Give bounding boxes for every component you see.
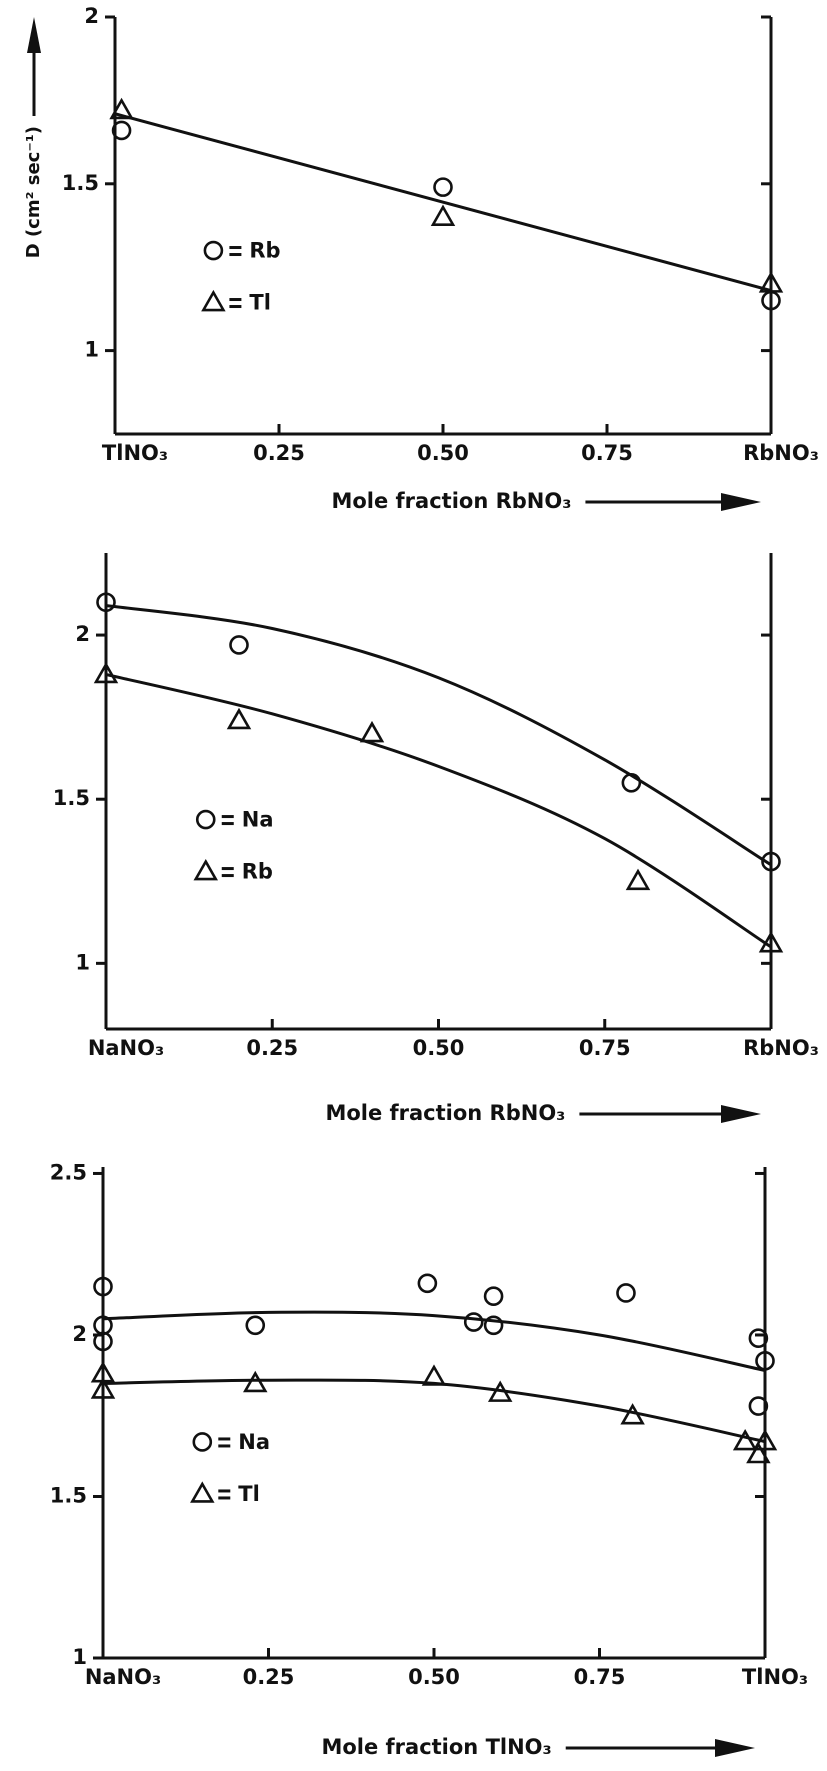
data-point [243,1370,268,1393]
legend-marker [192,1432,213,1452]
x-axis-label: Mole fraction RbNO₃ [331,489,571,513]
x-tick-label: NaNO₃ [88,1036,164,1060]
data-point [748,1396,769,1416]
y-tick-label: 1 [84,338,99,362]
fit-line [114,112,772,293]
data-point [761,851,781,872]
data-point [463,1312,484,1332]
data-point [90,1377,116,1399]
legend-label: Rb [242,860,273,884]
x-tick-label: 0.75 [574,1665,626,1689]
x-tick-label: RbNO₃ [743,441,819,465]
y-tick-label: 2 [84,4,99,28]
data-point [616,1283,636,1303]
legend-label: Tl [238,1482,260,1506]
x-tick-label: TlNO₃ [742,1665,808,1689]
data-point [483,1286,504,1307]
y-tick-label: 1 [72,1645,87,1669]
x-label-arrowhead [721,1105,761,1123]
data-point [732,1428,758,1451]
x-axis-label: Mole fraction RbNO₃ [325,1101,565,1125]
legend-marker [193,858,218,881]
y-axis-label: D (cm² sec⁻¹) [23,126,44,258]
data-point [111,120,132,141]
data-point [748,1328,769,1349]
data-point [746,1441,771,1464]
y-tick-label: 2 [75,622,90,646]
legend-marker [190,1481,215,1503]
data-point [93,1331,113,1352]
data-point [433,177,453,197]
fit-line [105,604,772,867]
data-point [229,635,249,655]
y-tick-label: 1.5 [53,786,90,810]
x-label-arrowhead [721,493,761,511]
data-point [758,931,784,953]
data-point [487,1380,513,1402]
data-point [758,271,784,293]
x-tick-label: 0.75 [579,1036,631,1060]
data-point [430,204,456,226]
legend-marker [203,240,224,261]
legend-marker [195,809,216,830]
legend-label: Tl [249,291,271,315]
x-tick-label: 0.50 [408,1665,460,1689]
data-point [620,1403,645,1425]
x-tick-label: 0.25 [253,441,305,465]
legend-label: Rb [249,239,280,263]
x-tick-label: 0.25 [246,1036,298,1060]
data-point [755,1351,775,1371]
x-tick-label: 0.50 [417,441,469,465]
data-point [421,1364,447,1386]
x-tick-label: 0.25 [243,1665,295,1689]
y-tick-label: 1 [75,950,90,974]
legend-label: Na [242,808,274,832]
chart: 1 1.5 2 TlNO₃ 0.25 0.50 0.75 RbNO₃ Mole fraction… [23,4,819,513]
x-tick-label: TlNO₃ [102,441,168,465]
x-label-arrowhead [715,1739,755,1757]
data-point [109,97,134,120]
y-tick-label: 2 [72,1322,87,1346]
data-point [625,868,651,891]
data-point [245,1315,266,1336]
y-tick-label: 1.5 [50,1483,87,1507]
data-point [417,1273,438,1294]
chart: 1 1.5 2 NaNO₃ 0.25 0.50 0.75 RbNO₃ Mole fraction… [53,553,819,1125]
x-tick-label: RbNO₃ [743,1036,819,1060]
fit-line [102,1310,766,1372]
y-tick-label: 2.5 [50,1160,87,1184]
x-tick-label: 0.75 [581,441,633,465]
data-point [752,1428,778,1451]
legend-label: Na [238,1430,270,1454]
chart: 1 1.5 2 2.5 NaNO₃ 0.25 0.50 0.75 TlNO₃ Mole fract… [50,1160,808,1759]
fit-line [105,673,772,949]
x-axis-label: Mole fraction TlNO₃ [321,1735,551,1759]
x-tick-label: 0.50 [413,1036,465,1060]
data-point [93,661,119,684]
data-point [226,707,252,730]
y-label-arrowhead [27,17,41,53]
data-point [621,772,642,793]
data-point [93,1276,113,1297]
data-point [483,1315,504,1336]
x-tick-label: NaNO₃ [85,1665,161,1689]
legend-marker [201,289,226,312]
y-tick-label: 1.5 [62,171,99,195]
data-point [96,592,116,613]
data-point [359,720,385,743]
